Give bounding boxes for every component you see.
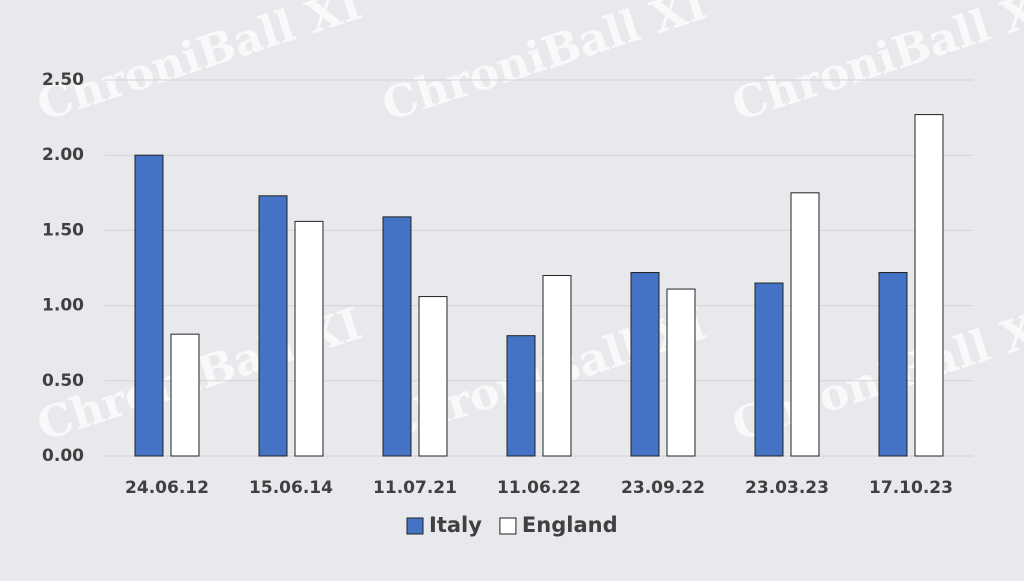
legend-label: England: [522, 513, 618, 537]
bar: [754, 282, 784, 457]
legend-label: Italy: [429, 513, 482, 537]
bar: [170, 333, 200, 457]
y-tick-label: 1.00: [42, 296, 84, 316]
bar: [134, 154, 164, 457]
y-tick-label: 0.00: [42, 446, 84, 466]
bar: [506, 335, 536, 457]
x-tick-label: 24.06.12: [125, 478, 209, 498]
bar: [666, 288, 696, 457]
legend-swatch: [499, 517, 517, 535]
x-tick-label: 11.06.22: [497, 478, 581, 498]
x-tick-label: 15.06.14: [249, 478, 333, 498]
bar: [630, 272, 660, 457]
x-tick-label: 17.10.23: [869, 478, 953, 498]
x-tick-label: 23.03.23: [745, 478, 829, 498]
bar: [258, 195, 288, 457]
bar: [790, 192, 820, 457]
y-tick-label: 1.50: [42, 220, 84, 240]
x-tick-label: 23.09.22: [621, 478, 705, 498]
y-tick-label: 0.50: [42, 371, 84, 391]
bar: [542, 275, 572, 457]
bar: [878, 272, 908, 457]
bar: [294, 220, 324, 457]
y-tick-label: 2.00: [42, 145, 84, 165]
bar: [418, 296, 448, 457]
bar: [914, 114, 944, 457]
bar: [382, 216, 412, 457]
y-tick-label: 2.50: [42, 70, 84, 90]
x-tick-label: 11.07.21: [373, 478, 457, 498]
legend-swatch: [406, 517, 424, 535]
